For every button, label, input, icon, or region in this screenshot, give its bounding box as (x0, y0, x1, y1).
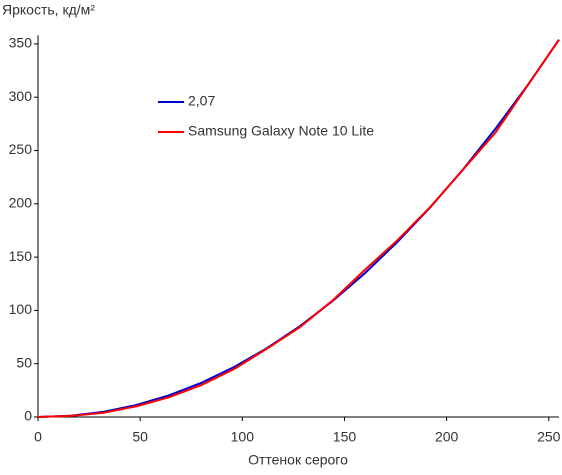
y-tick-label: 200 (9, 195, 33, 211)
y-tick-label: 50 (16, 354, 32, 370)
series-line (37, 39, 560, 418)
y-tick-label: 150 (9, 248, 33, 264)
y-tick-label: 250 (9, 141, 33, 157)
x-tick-label: 250 (537, 429, 561, 445)
y-tick-label: 0 (24, 408, 32, 424)
y-tick-label: 100 (9, 301, 33, 317)
y-tick-label: 350 (9, 35, 33, 51)
y-tick-label: 300 (9, 88, 33, 104)
x-tick-label: 100 (231, 429, 255, 445)
x-tick-label: 50 (132, 429, 148, 445)
y-axis-label: Яркость, кд/м² (2, 2, 95, 18)
legend-label: Samsung Galaxy Note 10 Lite (188, 123, 374, 139)
x-tick-label: 200 (435, 429, 459, 445)
x-tick-label: 150 (333, 429, 357, 445)
legend-label: 2,07 (188, 93, 215, 109)
series-line (37, 39, 560, 418)
x-tick-label: 0 (34, 429, 42, 445)
x-axis-label: Оттенок серого (248, 452, 348, 468)
